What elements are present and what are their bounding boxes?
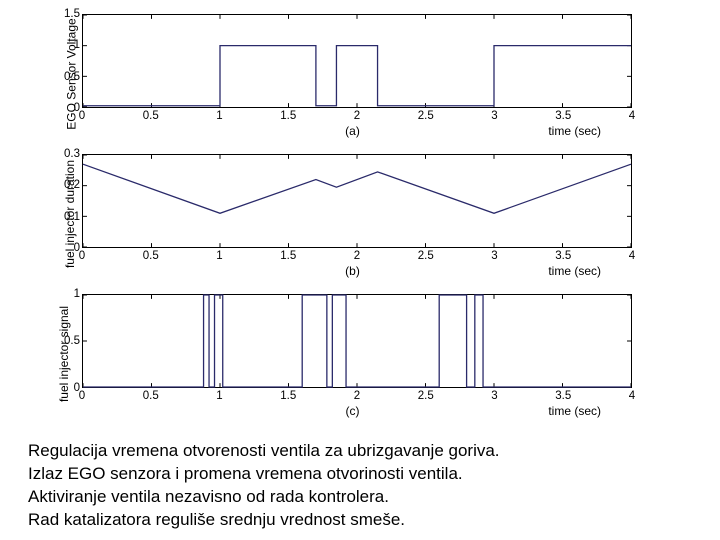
panel-c-xticks: 00.511.522.533.54 xyxy=(82,390,632,404)
caption-line-1: Regulacija vremena otvorenosti ventila z… xyxy=(28,440,688,463)
panel-a-sublabel: (a) xyxy=(345,124,360,138)
caption-line-4: Rad katalizatora reguliše srednju vredno… xyxy=(28,509,688,532)
panel-b-sublabel: (b) xyxy=(345,264,360,278)
caption-line-2: Izlaz EGO senzora i promena vremena otvo… xyxy=(28,463,688,486)
caption-line-3: Aktiviranje ventila nezavisno od rada ko… xyxy=(28,486,688,509)
panel-c-plot xyxy=(82,294,632,388)
panel-a-xticks: 00.511.522.533.54 xyxy=(82,110,632,124)
panel-b-yticks: 00.10.20.3 xyxy=(54,154,80,248)
panel-a-yticks: 00.511.5 xyxy=(54,14,80,108)
panel-b-plot xyxy=(82,154,632,248)
panel-c-sublabel: (c) xyxy=(346,404,360,418)
panel-b: fuel injector duration 00.10.20.3 00.511… xyxy=(60,150,645,278)
panel-c-xlabel: time (sec) xyxy=(548,404,601,418)
panel-a: EGO Sensor Voltage 00.511.5 00.511.522.5… xyxy=(60,10,645,138)
panel-c-yticks: 00.51 xyxy=(54,294,80,388)
caption-block: Regulacija vremena otvorenosti ventila z… xyxy=(28,440,688,532)
charts-column: EGO Sensor Voltage 00.511.5 00.511.522.5… xyxy=(60,10,645,430)
panel-a-xlabel: time (sec) xyxy=(548,124,601,138)
panel-a-plot xyxy=(82,14,632,108)
panel-c: fuel injector signal 00.51 00.511.522.53… xyxy=(60,290,645,418)
panel-b-xlabel: time (sec) xyxy=(548,264,601,278)
panel-b-xticks: 00.511.522.533.54 xyxy=(82,250,632,264)
